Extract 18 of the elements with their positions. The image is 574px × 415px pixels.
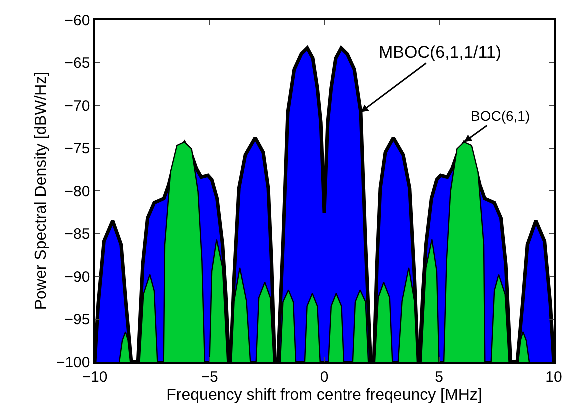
- annotation: BOC(6,1): [471, 108, 530, 124]
- y-tick-label: −65: [64, 55, 90, 72]
- x-tick-label: −5: [201, 368, 218, 386]
- y-tick-label: −100: [56, 354, 90, 372]
- x-tick-label: 10: [546, 368, 562, 386]
- y-tick-label: −70: [64, 98, 90, 115]
- x-tick-label: −10: [82, 368, 108, 386]
- y-axis-title: Power Spectral Density [dBW/Hz]: [32, 72, 50, 310]
- x-tick-label: 5: [435, 368, 444, 386]
- y-tick-label: −85: [64, 226, 90, 243]
- y-tick-label: −80: [64, 183, 90, 200]
- x-tick-label: 0: [320, 368, 329, 386]
- y-tick-label: −90: [64, 268, 90, 286]
- y-tick-label: −75: [64, 140, 90, 158]
- y-tick-label: −95: [64, 312, 90, 328]
- y-tick-label: −60: [64, 12, 90, 30]
- annotation: MBOC(6,1,1/11): [379, 43, 502, 62]
- x-axis-title: Frequency shift from centre freqeuncy [MHz]: [166, 386, 482, 404]
